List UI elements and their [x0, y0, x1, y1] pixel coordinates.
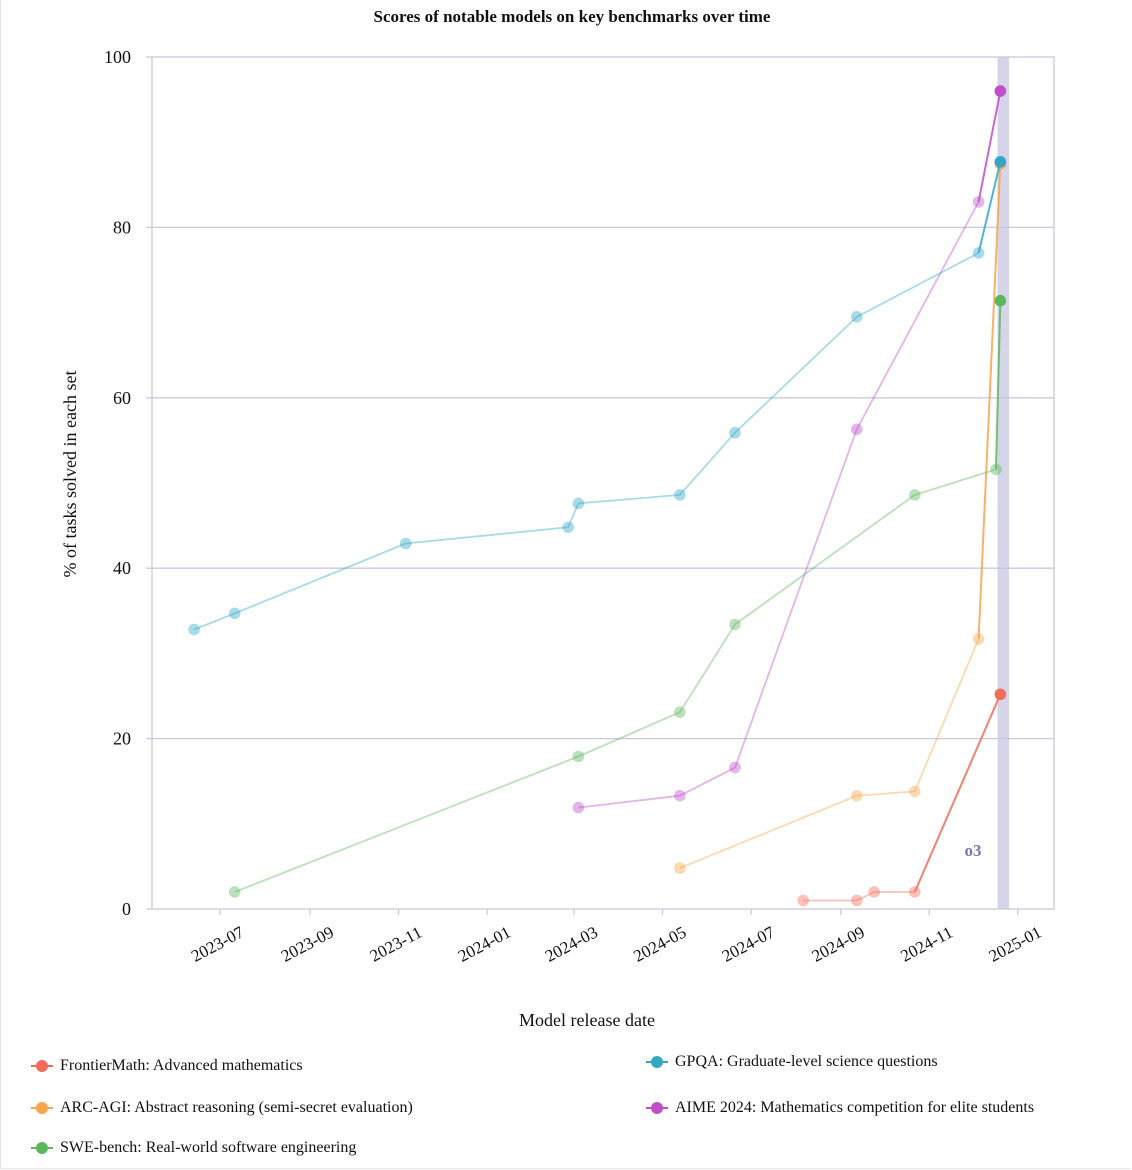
o3-highlight-band [997, 57, 1010, 909]
data-point [990, 463, 1002, 476]
data-point [729, 618, 741, 631]
data-point [972, 247, 985, 259]
x-tick-label: 2025-01 [986, 922, 1045, 965]
x-tick-label: 2024-01 [455, 922, 514, 965]
data-point [797, 894, 809, 907]
series-line-o3 [977, 161, 1002, 254]
series-1 [674, 157, 1007, 874]
data-point [908, 886, 921, 898]
series-line [193, 252, 980, 631]
data-point [228, 607, 241, 620]
data-point [729, 761, 741, 774]
series-line-o3 [977, 90, 1002, 203]
data-point [562, 521, 574, 534]
data-point [674, 862, 686, 874]
legend-marker-icon [31, 1102, 53, 1114]
data-point [994, 85, 1007, 97]
data-point [674, 789, 686, 802]
x-axis-label: Model release date [519, 1010, 655, 1030]
data-point [908, 489, 921, 501]
benchmark-line-chart: Scores of notable models on key benchmar… [60, 7, 1055, 1030]
data-point [572, 497, 585, 510]
data-point [850, 894, 863, 907]
legend-label: ARC-AGI: Abstract reasoning (semi-secret… [60, 1099, 413, 1116]
o3-highlight [997, 57, 1010, 909]
y-tick-label: 100 [104, 47, 131, 67]
series-line-o3 [913, 693, 1002, 893]
x-tick-label: 2023-09 [278, 922, 337, 965]
legend-item-swe-bench[interactable]: SWE-bench: Real-world software engineeri… [31, 1139, 356, 1157]
y-tick-label: 20 [113, 729, 131, 749]
series-line-o3 [994, 300, 1002, 470]
y-axis-label: % of tasks solved in each set [60, 371, 80, 578]
legend-marker-icon [31, 1060, 53, 1072]
legend-marker-icon [646, 1102, 668, 1114]
legend-item-aime-2024[interactable]: AIME 2024: Mathematics competition for e… [646, 1099, 1034, 1117]
data-point [850, 789, 863, 802]
plot-border [151, 56, 1055, 910]
data-point [572, 750, 585, 763]
legend-label: SWE-bench: Real-world software engineeri… [60, 1139, 357, 1156]
data-point [994, 688, 1007, 701]
x-tick-label: 2024-11 [898, 923, 956, 966]
series-line [803, 891, 915, 902]
data-point [674, 489, 686, 501]
series-0 [797, 688, 1007, 907]
data-point [994, 294, 1007, 307]
x-tick-label: 2024-09 [809, 922, 868, 965]
x-tick-label: 2024-05 [630, 922, 689, 965]
series-3 [188, 155, 1007, 636]
legend-item-frontiermath[interactable]: FrontierMath: Advanced mathematics [31, 1057, 303, 1075]
x-axis-ticks: 2023-07 2023-09 2023-11 2024-01 2024-03 2024-… [188, 909, 1045, 966]
legend-label: FrontierMath: Advanced mathematics [60, 1057, 303, 1074]
y-tick-label: 60 [113, 388, 131, 408]
data-point [850, 311, 863, 323]
data-point [972, 196, 985, 208]
y-axis-ticks: 0 20 40 60 80 100 [104, 47, 152, 919]
y-tick-label: 0 [122, 899, 131, 919]
data-point [868, 886, 880, 898]
series [188, 85, 1007, 907]
data-point [972, 633, 985, 645]
grid [152, 226, 1054, 740]
data-point [572, 801, 585, 814]
x-tick-label: 2023-07 [188, 922, 247, 966]
x-tick-label: 2024-07 [719, 922, 778, 966]
series-line [234, 468, 997, 893]
x-tick-label: 2024-03 [542, 922, 601, 965]
chart-title: Scores of notable models on key benchmar… [374, 7, 771, 26]
data-point [729, 426, 741, 439]
series-2 [228, 294, 1007, 898]
data-point [188, 623, 200, 636]
legend-marker-icon [31, 1142, 53, 1154]
data-point [994, 155, 1007, 168]
series-line [578, 201, 980, 809]
legend-item-gpqa[interactable]: GPQA: Graduate-level science questions [646, 1053, 938, 1071]
series-line [679, 638, 980, 869]
series-line-o3 [977, 163, 1002, 639]
data-point [399, 537, 412, 550]
y-tick-label: 40 [113, 558, 131, 578]
legend-item-arc-agi[interactable]: ARC-AGI: Abstract reasoning (semi-secret… [31, 1099, 413, 1117]
data-point [674, 706, 686, 718]
legend-label: GPQA: Graduate-level science questions [675, 1053, 938, 1070]
o3-label: o3 [964, 841, 981, 860]
series-4 [572, 85, 1007, 814]
data-point [850, 423, 863, 436]
x-tick-label: 2023-11 [367, 923, 425, 966]
legend-marker-icon [646, 1056, 668, 1068]
legend-label: AIME 2024: Mathematics competition for e… [675, 1099, 1035, 1116]
data-point [908, 785, 921, 798]
data-point [228, 886, 241, 898]
y-tick-label: 80 [113, 217, 131, 237]
